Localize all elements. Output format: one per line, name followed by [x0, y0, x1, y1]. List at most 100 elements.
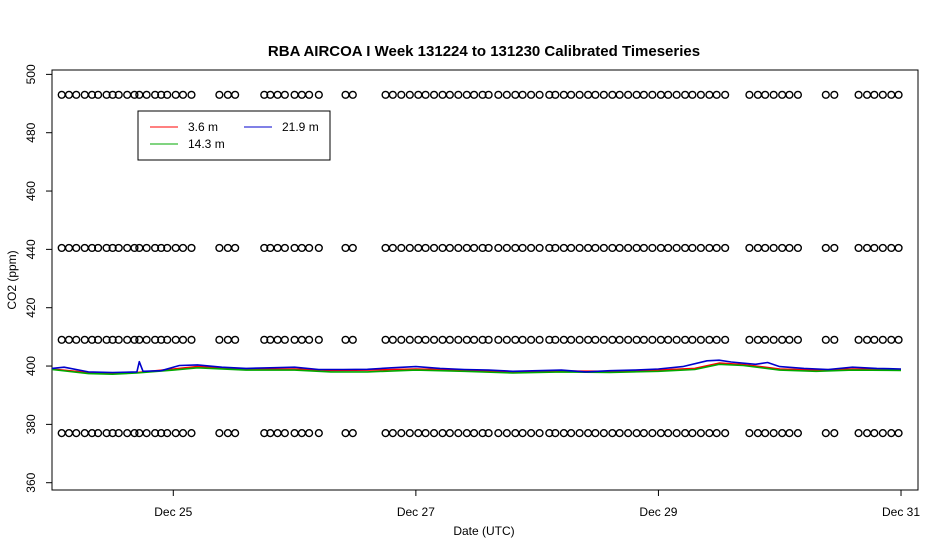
calibration-marker-2-31 — [348, 335, 357, 344]
calibration-marker-1-77 — [761, 243, 770, 253]
calibration-marker-3-78 — [769, 429, 778, 438]
calibration-marker-1-34 — [397, 243, 406, 253]
calibration-marker-0-1 — [64, 90, 74, 99]
x-tick-label-27: Dec 27 — [397, 505, 435, 519]
series-lines — [51, 359, 902, 376]
calibration-marker-1-16 — [171, 243, 180, 253]
y-tick-label-460: 460 — [24, 181, 38, 201]
calibration-marker-3-84 — [854, 429, 863, 438]
calibration-marker-1-76 — [753, 243, 762, 253]
calibration-marker-1-74 — [721, 243, 730, 253]
calibration-marker-0-47 — [502, 90, 511, 99]
calibration-marker-0-65 — [648, 90, 657, 99]
calibration-marker-2-2 — [72, 335, 81, 344]
calibration-marker-3-64 — [639, 429, 648, 438]
calibration-marker-3-61 — [615, 429, 624, 438]
calibration-marker-3-79 — [778, 429, 787, 438]
calibration-marker-1-88 — [887, 243, 896, 253]
calibration-marker-2-61 — [615, 335, 624, 344]
calibration-marker-1-13 — [150, 243, 160, 253]
calibration-marker-1-0 — [57, 243, 66, 253]
calibration-marker-0-17 — [178, 90, 188, 99]
x-tick-label-31: Dec 31 — [882, 505, 920, 519]
calibration-marker-0-40 — [445, 90, 454, 99]
calibration-marker-2-53 — [551, 335, 560, 344]
calibration-marker-3-85 — [862, 429, 872, 438]
calibration-marker-0-79 — [778, 90, 787, 99]
calibration-marker-2-55 — [567, 335, 576, 344]
calibration-marker-3-87 — [878, 429, 887, 438]
calibration-marker-1-47 — [502, 243, 511, 253]
calibration-marker-1-83 — [830, 243, 839, 253]
calibration-marker-0-80 — [785, 90, 794, 99]
y-tick-label-480: 480 — [24, 122, 38, 142]
calibration-marker-3-19 — [215, 429, 224, 438]
calibration-marker-1-15 — [163, 243, 172, 253]
y-tick-label-360: 360 — [24, 472, 38, 492]
calibration-marker-0-55 — [567, 90, 576, 99]
calibration-marker-3-26 — [290, 429, 299, 438]
calibration-marker-2-18 — [187, 335, 196, 344]
calibration-marker-1-65 — [648, 243, 657, 253]
calibration-marker-2-82 — [821, 335, 830, 344]
calibration-marker-3-86 — [870, 429, 879, 438]
calibration-marker-2-57 — [583, 335, 593, 344]
calibration-marker-2-46 — [494, 335, 503, 344]
calibration-marker-0-20 — [223, 90, 232, 99]
calibration-marker-2-76 — [753, 335, 762, 344]
calibration-marker-0-59 — [599, 90, 608, 99]
calibration-marker-2-4 — [87, 335, 97, 344]
calibration-marker-1-43 — [469, 243, 479, 253]
calibration-marker-0-52 — [545, 90, 554, 99]
calibration-marker-3-46 — [494, 429, 503, 438]
calibration-marker-2-10 — [130, 335, 139, 344]
calibration-marker-3-25 — [280, 429, 289, 438]
calibration-marker-0-63 — [632, 90, 641, 99]
calibration-marker-3-81 — [793, 429, 803, 438]
legend-label-14-3m: 14.3 m — [188, 137, 225, 151]
calibration-marker-1-21 — [231, 243, 240, 253]
calibration-marker-3-16 — [171, 429, 180, 438]
legend: 3.6 m 21.9 m 14.3 m — [137, 110, 331, 161]
calibration-marker-3-28 — [305, 429, 314, 438]
calibration-marker-0-18 — [187, 90, 196, 99]
calibration-marker-0-50 — [526, 90, 536, 99]
x-axis: Dec 25 Dec 27 Dec 29 Dec 31 — [154, 490, 920, 519]
calibration-marker-2-63 — [632, 335, 641, 344]
calibration-marker-3-41 — [454, 429, 463, 438]
calibration-marker-3-33 — [388, 429, 397, 438]
calibration-marker-0-49 — [518, 90, 527, 99]
calibration-marker-3-54 — [559, 429, 568, 438]
calibration-marker-0-36 — [414, 90, 423, 99]
calibration-marker-0-81 — [793, 90, 803, 99]
calibration-marker-1-69 — [681, 243, 690, 253]
calibration-marker-1-35 — [405, 243, 414, 253]
calibration-marker-3-89 — [894, 429, 903, 438]
calibration-marker-2-86 — [870, 335, 879, 344]
calibration-marker-3-4 — [87, 429, 97, 438]
calibration-marker-2-59 — [599, 335, 608, 344]
calibration-marker-0-72 — [705, 90, 714, 99]
calibration-marker-0-34 — [397, 90, 406, 99]
calibration-marker-2-24 — [273, 335, 282, 344]
calibration-marker-2-89 — [894, 335, 903, 344]
calibration-marker-3-73 — [712, 429, 721, 438]
calibration-marker-1-11 — [135, 243, 144, 253]
calibration-marker-3-49 — [518, 429, 527, 438]
calibration-marker-0-83 — [830, 90, 839, 99]
calibration-marker-3-21 — [231, 429, 240, 438]
calibration-marker-1-86 — [870, 243, 879, 253]
x-tick-label-25: Dec 25 — [154, 505, 192, 519]
calibration-marker-0-3 — [80, 90, 89, 99]
calibration-marker-3-17 — [178, 429, 188, 438]
calibration-marker-1-58 — [591, 243, 600, 253]
calibration-marker-2-5 — [93, 335, 103, 344]
calibration-marker-0-48 — [511, 90, 520, 99]
calibration-marker-3-45 — [484, 429, 493, 438]
calibration-marker-2-25 — [280, 335, 289, 344]
calibration-marker-0-14 — [157, 90, 166, 99]
calibration-marker-2-28 — [305, 335, 314, 344]
calibration-marker-3-66 — [656, 429, 665, 438]
calibration-marker-3-0 — [57, 429, 66, 438]
